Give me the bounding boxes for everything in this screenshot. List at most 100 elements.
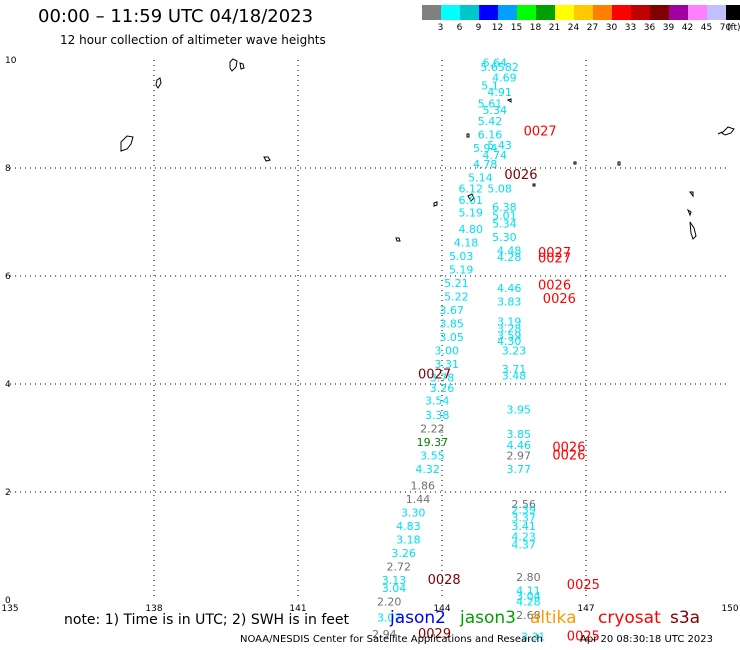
legend-swatch <box>555 5 574 20</box>
pass-time-label: 0028 <box>428 573 461 588</box>
satellite-legend-item: jason3 <box>460 608 516 628</box>
wave-height-label: 4.46 <box>507 439 532 452</box>
wave-height-label: 3.54 <box>425 395 450 408</box>
wave-height-label: 5.19 <box>449 263 474 276</box>
wave-height-label: 2.97 <box>507 450 532 463</box>
pass-time-label: 0026 <box>538 279 571 294</box>
wave-height-label: 3.26 <box>430 382 455 395</box>
wave-height-label: 2.68 <box>516 609 541 622</box>
legend-swatch <box>593 5 612 20</box>
pass-time-label: 0027 <box>418 368 451 383</box>
wave-height-label: 3.83 <box>497 296 522 309</box>
legend-swatch <box>612 5 631 20</box>
legend-swatch <box>631 5 650 20</box>
wave-height-label: 4.23 <box>511 531 536 544</box>
wave-height-label: 5.6582 <box>480 61 519 74</box>
wave-height-label: 2.80 <box>516 571 541 584</box>
legend-label: 45 <box>700 23 713 33</box>
wave-height-label: 2.22 <box>420 423 445 436</box>
wave-height-label: 5.61 <box>478 98 503 111</box>
wave-height-label: 4.78 <box>473 158 498 171</box>
wave-height-label: 3.77 <box>507 463 532 476</box>
wave-height-label: 4.28 <box>516 595 541 608</box>
wave-height-label: 4.18 <box>454 236 479 249</box>
wave-height-label: 3.41 <box>511 520 536 533</box>
wave-height-label: 3.78 <box>430 371 455 384</box>
wave-height-label: 4.11 <box>516 585 541 598</box>
wave-height-label: 6.12 <box>459 182 484 195</box>
wave-height-label: 4.28 <box>497 251 522 264</box>
wave-height-label: 6.01 <box>459 194 484 207</box>
wave-height-label: 19.37 <box>417 436 449 449</box>
wave-height-label: 5.03 <box>449 250 474 263</box>
island-outline <box>229 58 245 72</box>
pass-time-label: 0026 <box>504 168 537 183</box>
wave-height-label: 5.14 <box>468 172 493 185</box>
pass-time-label: 0026 <box>552 441 585 456</box>
wave-height-label: 5.42 <box>478 115 503 128</box>
wave-height-label: 4.48 <box>497 244 522 257</box>
legend-label: 3 <box>437 23 444 33</box>
wave-height-label: 3.13 <box>382 574 407 587</box>
wave-height-label: 3.18 <box>396 533 421 546</box>
legend-unit: (ft) <box>727 23 740 33</box>
wave-height-label: 2.56 <box>511 498 536 511</box>
wave-height-label: 5.08 <box>487 182 512 195</box>
wave-height-label: 3.23 <box>502 344 527 357</box>
legend-label: 42 <box>681 23 694 33</box>
wave-height-label: 5.34 <box>483 104 508 117</box>
wave-height-label: 3.37 <box>511 512 536 525</box>
island-outline <box>467 193 475 202</box>
wave-height-label: 6.16 <box>478 128 503 141</box>
pass-time-label: 0025 <box>567 630 600 645</box>
map-grid <box>10 60 730 600</box>
legend-label: 30 <box>605 23 618 33</box>
legend-label: 18 <box>529 23 542 33</box>
island-outline <box>263 156 271 162</box>
wave-height-label: 3.28 <box>497 323 522 336</box>
island-outline <box>433 201 438 207</box>
pass-time-label: 0025 <box>567 578 600 593</box>
legend-swatch <box>441 5 460 20</box>
island-outline <box>466 133 470 138</box>
pass-time-label: 0027 <box>524 125 557 140</box>
wave-height-label: 4.91 <box>487 86 512 99</box>
y-tick-label: 4 <box>5 380 11 390</box>
island-outline <box>120 135 134 152</box>
legend-swatch <box>479 5 498 20</box>
y-tick-label: 10 <box>5 56 17 66</box>
x-tick-label: 138 <box>145 604 162 614</box>
x-tick-label: 147 <box>577 604 594 614</box>
footer-timestamp: Apr 20 08:30:18 UTC 2023 <box>580 634 713 645</box>
wave-height-label: 4.30 <box>497 335 522 348</box>
legend-swatch <box>688 5 707 20</box>
legend-swatch <box>650 5 669 20</box>
wave-height-label: 5.34 <box>492 217 517 230</box>
legend-label: 70 <box>719 23 732 33</box>
wave-height-label: 5.19 <box>459 207 484 220</box>
island-outline <box>532 183 536 187</box>
island-outline <box>155 77 162 89</box>
y-tick-label: 2 <box>5 488 11 498</box>
wave-height-label: 5.1 <box>481 80 499 93</box>
legend-label: 9 <box>475 23 482 33</box>
wave-height-label: 5.21 <box>444 277 469 290</box>
wave-height-label: 1.86 <box>411 479 436 492</box>
wave-height-label: 3.31 <box>521 631 546 644</box>
wave-height-label: 5.30 <box>492 231 517 244</box>
wave-height-label: 3.48 <box>502 370 527 383</box>
legend-label: 36 <box>643 23 656 33</box>
island-outline <box>717 126 735 136</box>
legend-swatch <box>422 5 441 20</box>
wave-height-label: 5.43 <box>487 139 512 152</box>
legend-label: 27 <box>586 23 599 33</box>
wave-height-label: 6.64 <box>483 56 508 69</box>
y-tick-label: 8 <box>5 164 11 174</box>
legend-label: 6 <box>456 23 463 33</box>
footer-credit: NOAA/NESDIS Center for Satellite Applica… <box>240 634 543 645</box>
legend-swatch <box>726 5 740 20</box>
wave-height-label: 3.67 <box>439 304 464 317</box>
satellite-legend-item: altika <box>530 608 577 628</box>
wave-height-label: 4.37 <box>511 539 536 552</box>
